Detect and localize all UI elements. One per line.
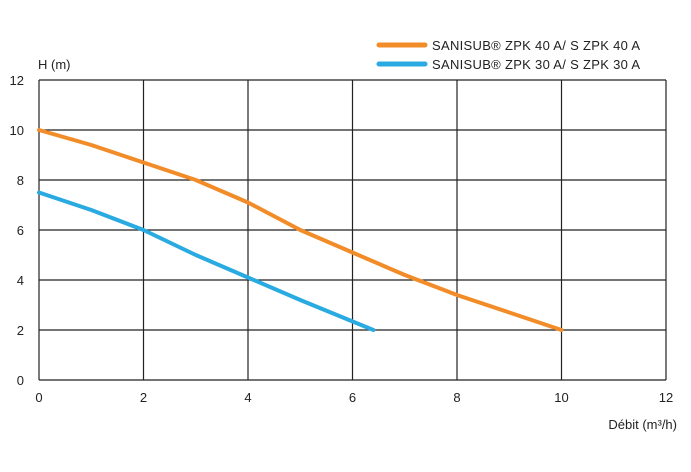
- series-line-1: [37, 128, 564, 332]
- grid: [38, 79, 667, 381]
- y-tick-label-0: 0: [17, 373, 24, 388]
- legend-label-series-1: SANISUB® ZPK 40 A/ S ZPK 40 A: [432, 38, 640, 53]
- x-tick-label-3: 6: [349, 390, 356, 405]
- x-axis-ticks: 0 2 4 6 8 10 12: [35, 390, 673, 405]
- x-tick-label-6: 12: [659, 390, 673, 405]
- y-tick-label-3: 6: [17, 223, 24, 238]
- y-tick-label-2: 4: [17, 273, 24, 288]
- series-lines: [37, 128, 564, 332]
- x-axis-label: Débit (m³/h): [608, 417, 677, 432]
- x-tick-label-0: 0: [35, 390, 42, 405]
- series-line-2: [37, 190, 376, 332]
- y-tick-label-4: 8: [17, 173, 24, 188]
- legend-label-series-2: SANISUB® ZPK 30 A/ S ZPK 30 A: [432, 57, 640, 72]
- y-axis-ticks: 0 2 4 6 8 10 12: [10, 73, 24, 388]
- x-tick-label-4: 8: [453, 390, 460, 405]
- x-tick-label-1: 2: [140, 390, 147, 405]
- legend: SANISUB® ZPK 40 A/ S ZPK 40 A SANISUB® Z…: [376, 38, 640, 72]
- x-tick-label-2: 4: [244, 390, 251, 405]
- x-tick-label-5: 10: [554, 390, 568, 405]
- y-tick-label-1: 2: [17, 323, 24, 338]
- y-tick-label-6: 12: [10, 73, 24, 88]
- y-tick-label-5: 10: [10, 123, 24, 138]
- y-axis-label: H (m): [38, 57, 71, 72]
